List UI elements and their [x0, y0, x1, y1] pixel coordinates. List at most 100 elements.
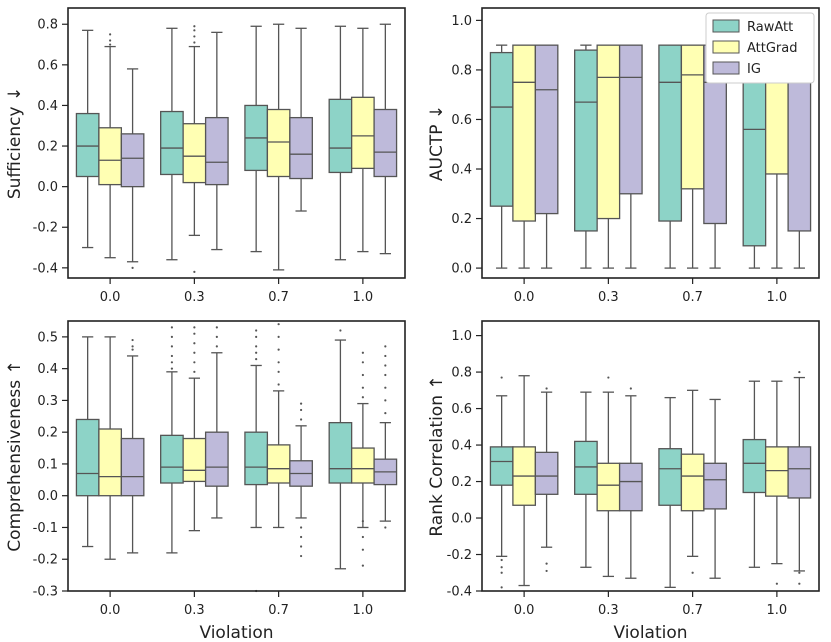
y-tick-label: 0.8 — [37, 18, 58, 33]
outlier-point — [500, 558, 503, 562]
y-tick-label: 0.6 — [37, 58, 58, 73]
box-body — [289, 116, 313, 180]
box-attgrad-0.7 — [680, 389, 705, 574]
x-tick-label: 0.7 — [682, 603, 703, 618]
box-body — [204, 431, 229, 487]
x-tick-label: 0.3 — [598, 603, 619, 618]
box-body — [204, 116, 229, 186]
outlier-point — [798, 582, 801, 585]
box-body — [764, 446, 789, 497]
y-tick-label: 0.0 — [37, 489, 58, 504]
outlier-point — [131, 348, 134, 351]
box-body — [534, 44, 559, 215]
outlier-point — [361, 361, 364, 364]
outlier-point — [170, 354, 174, 358]
outlier-point — [277, 383, 280, 386]
outlier-point — [255, 351, 258, 354]
box-body — [489, 446, 514, 486]
box-body — [244, 431, 269, 486]
outlier-point — [193, 35, 196, 38]
plot-frame — [67, 320, 406, 592]
y-tick-label: 0.8 — [451, 366, 472, 381]
outlier-point — [170, 326, 174, 329]
y-tick-label: 0.4 — [37, 99, 58, 114]
panel-2: 0.0 0.2 0.4 0.6 0.8 1.0 0.0 0.3 0.7 1.0 AUCTP ↓ — [427, 7, 820, 305]
legend-label-rawatt: RawAtt — [747, 20, 793, 35]
box-rawatt-1.0 — [328, 329, 353, 570]
box-rawatt-0.0 — [489, 376, 514, 589]
outlier-point — [339, 329, 342, 332]
box-body — [120, 133, 145, 188]
outlier-point — [384, 354, 387, 358]
box-attgrad-0.0 — [512, 44, 537, 269]
box-body — [160, 434, 184, 484]
box-body — [574, 49, 598, 232]
outlier-point — [193, 270, 196, 274]
outlier-point — [361, 373, 364, 377]
box-ig-0.3 — [618, 44, 643, 269]
y-tick-label: 0.8 — [451, 63, 472, 78]
box-body — [182, 123, 207, 184]
y-tick-label: 0.0 — [37, 180, 58, 195]
box-ig-0.3 — [204, 326, 229, 519]
box-body — [266, 444, 291, 484]
x-tick-label: 0.0 — [100, 290, 121, 305]
box-attgrad-0.7 — [266, 23, 291, 271]
y-tick-label: -0.3 — [33, 585, 58, 600]
outlier-point — [361, 396, 364, 399]
x-tick-label: 0.7 — [268, 603, 289, 618]
x-tick-label: 0.3 — [598, 290, 619, 305]
x-axis-label: Violation — [199, 623, 273, 642]
box-rawatt-0.7 — [658, 396, 683, 589]
outlier-point — [170, 345, 174, 348]
outlier-point — [500, 571, 503, 574]
y-tick-label: 0.2 — [451, 212, 472, 227]
x-tick-label: 1.0 — [353, 603, 374, 618]
box-body — [787, 446, 812, 499]
plot-frame — [481, 7, 820, 279]
outlier-point — [299, 408, 303, 412]
outlier-point — [629, 387, 632, 390]
box-body — [75, 112, 100, 178]
box-attgrad-0.3 — [182, 25, 207, 274]
box-rawatt-0.3 — [160, 326, 184, 554]
y-tick-label: -0.4 — [33, 261, 58, 276]
outlier-point — [215, 335, 218, 338]
box-body — [266, 108, 291, 178]
y-tick-label: -0.2 — [33, 221, 58, 236]
outlier-point — [545, 387, 548, 390]
box-body — [534, 451, 559, 495]
x-tick-label: 1.0 — [353, 290, 374, 305]
outlier-point — [299, 418, 303, 421]
box-body — [618, 44, 643, 195]
box-rawatt-0.3 — [574, 391, 598, 568]
outlier-point — [170, 335, 174, 338]
y-tick-label: 1.0 — [451, 14, 472, 29]
box-rawatt-0.3 — [160, 27, 184, 261]
legend-label-ig: IG — [747, 62, 761, 77]
box-ig-0.0 — [534, 387, 559, 573]
box-body — [328, 421, 353, 484]
box-attgrad-1.0 — [764, 380, 789, 585]
y-tick-label: 0.2 — [451, 475, 472, 490]
outlier-point — [299, 526, 303, 529]
x-tick-label: 0.7 — [682, 290, 703, 305]
outlier-point — [384, 412, 387, 415]
plot-frame — [481, 320, 820, 592]
outlier-point — [384, 364, 387, 367]
outlier-point — [691, 571, 694, 574]
box-ig-0.0 — [120, 68, 145, 269]
outlier-point — [170, 361, 174, 364]
y-tick-label: -0.1 — [33, 521, 58, 536]
box-attgrad-1.0 — [350, 351, 375, 567]
box-body — [350, 96, 375, 170]
outlier-point — [193, 351, 196, 354]
y-tick-label: 0.2 — [37, 140, 58, 155]
outlier-point — [277, 335, 280, 338]
box-body — [618, 462, 643, 512]
box-attgrad-0.3 — [596, 376, 621, 578]
outlier-point — [193, 25, 196, 28]
outlier-point — [384, 386, 387, 389]
outlier-point — [299, 535, 303, 539]
